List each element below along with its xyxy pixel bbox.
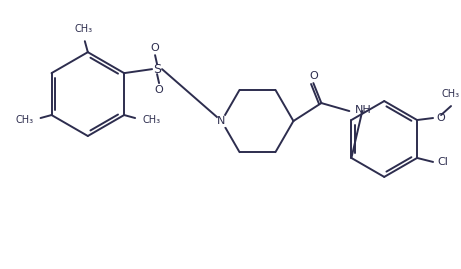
Text: CH₃: CH₃ (442, 89, 460, 99)
Text: O: O (436, 113, 445, 123)
Text: O: O (155, 85, 164, 95)
Text: S: S (153, 63, 161, 76)
Text: CH₃: CH₃ (142, 115, 160, 125)
Text: CH₃: CH₃ (15, 115, 34, 125)
Text: O: O (309, 71, 318, 81)
Text: O: O (151, 43, 160, 53)
Text: NH: NH (355, 105, 372, 115)
Text: N: N (218, 116, 226, 126)
Text: CH₃: CH₃ (75, 24, 93, 34)
Text: Cl: Cl (437, 157, 448, 167)
